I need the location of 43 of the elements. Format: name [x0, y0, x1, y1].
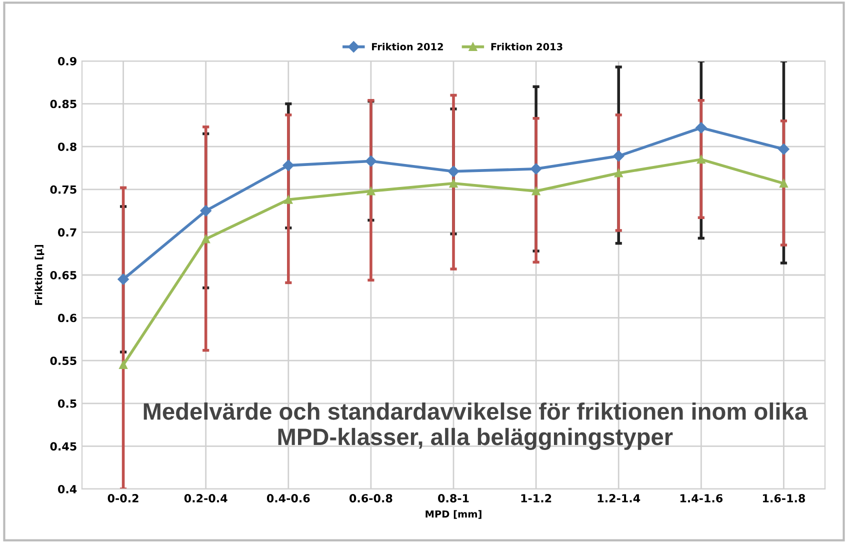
x-tick-label: 1.4-1.6 [680, 494, 723, 502]
y-tick-label: 0.9 [58, 56, 76, 66]
annotation: Medelvärde och standardavvikelse för friktionen inom olika MPD-klasser, alla beläggningstyper [144, 402, 808, 450]
point [365, 156, 377, 167]
x-axis-title: MPD [mm] [426, 510, 482, 519]
x-tick-label: 0.2-0.4 [184, 494, 228, 502]
y-tick-label: 0.8 [58, 142, 76, 151]
y-tick-label: 0.75 [50, 185, 76, 194]
y-tick-label: 0.45 [50, 442, 76, 451]
point [119, 360, 128, 370]
x-tick-label: 0.8-1 [438, 494, 469, 502]
point [366, 186, 376, 196]
x-tick-label: 1-1.2 [521, 494, 552, 502]
point [118, 274, 129, 285]
point [200, 205, 212, 216]
point [202, 234, 210, 244]
point [780, 179, 788, 188]
y-tick-label: 0.65 [50, 270, 76, 280]
point [696, 122, 707, 134]
point [697, 155, 706, 164]
y-tick-label: 0.6 [58, 314, 77, 322]
x-tick-label: 0.4-0.6 [266, 494, 310, 502]
x-tick-label: 1.6-1.8 [762, 494, 806, 502]
y-tick-label: 0.7 [58, 228, 76, 237]
point [613, 150, 624, 162]
y-tick-label: 0.5 [58, 399, 76, 408]
y-tick-label: 0.85 [50, 100, 76, 108]
legend-label: Friktion 2012 [372, 42, 443, 50]
point [284, 196, 293, 204]
point [282, 160, 294, 172]
legend-label: Friktion 2013 [491, 42, 562, 50]
point [614, 168, 623, 178]
y-axis-title: Friktion [µ] [34, 245, 44, 305]
y-tick-label: 0.55 [50, 356, 76, 365]
point [778, 144, 790, 155]
x-tick-label: 1.2-1.4 [598, 494, 640, 502]
point [532, 186, 540, 196]
y-tick-label: 0.4 [58, 484, 77, 494]
x-tick-label: 0.6-0.8 [349, 494, 392, 502]
x-tick-label: 0-0.2 [108, 494, 138, 502]
point [449, 179, 458, 188]
point [530, 163, 542, 174]
point [448, 166, 460, 178]
